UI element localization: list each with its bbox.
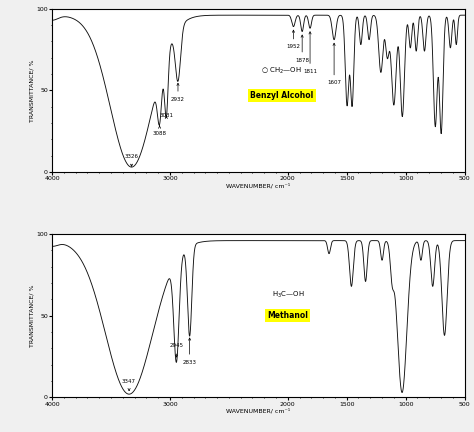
Text: 2833: 2833 bbox=[182, 338, 197, 365]
Text: 2932: 2932 bbox=[171, 83, 185, 102]
Text: $\bigcirc$ CH$_2$—OH: $\bigcirc$ CH$_2$—OH bbox=[262, 66, 302, 76]
Text: Methanol: Methanol bbox=[267, 311, 308, 320]
Text: H$_3$C—OH: H$_3$C—OH bbox=[272, 289, 304, 300]
Text: 3347: 3347 bbox=[122, 379, 136, 391]
Text: 3031: 3031 bbox=[159, 113, 173, 119]
Text: Benzyl Alcohol: Benzyl Alcohol bbox=[250, 91, 313, 100]
Text: 2945: 2945 bbox=[169, 343, 183, 357]
Text: 1811: 1811 bbox=[303, 32, 317, 74]
Text: 1607: 1607 bbox=[327, 43, 341, 86]
Text: 1952: 1952 bbox=[286, 30, 301, 50]
X-axis label: WAVENUMBER/ cm⁻¹: WAVENUMBER/ cm⁻¹ bbox=[226, 408, 291, 413]
Text: 1878: 1878 bbox=[295, 35, 309, 63]
Text: 3326: 3326 bbox=[125, 154, 138, 166]
Y-axis label: TRANSMITTANCE/ %: TRANSMITTANCE/ % bbox=[30, 59, 35, 121]
Text: 3088: 3088 bbox=[153, 126, 166, 136]
Y-axis label: TRANSMITTANCE/ %: TRANSMITTANCE/ % bbox=[30, 285, 35, 347]
X-axis label: WAVENUMBER/ cm⁻¹: WAVENUMBER/ cm⁻¹ bbox=[226, 183, 291, 188]
